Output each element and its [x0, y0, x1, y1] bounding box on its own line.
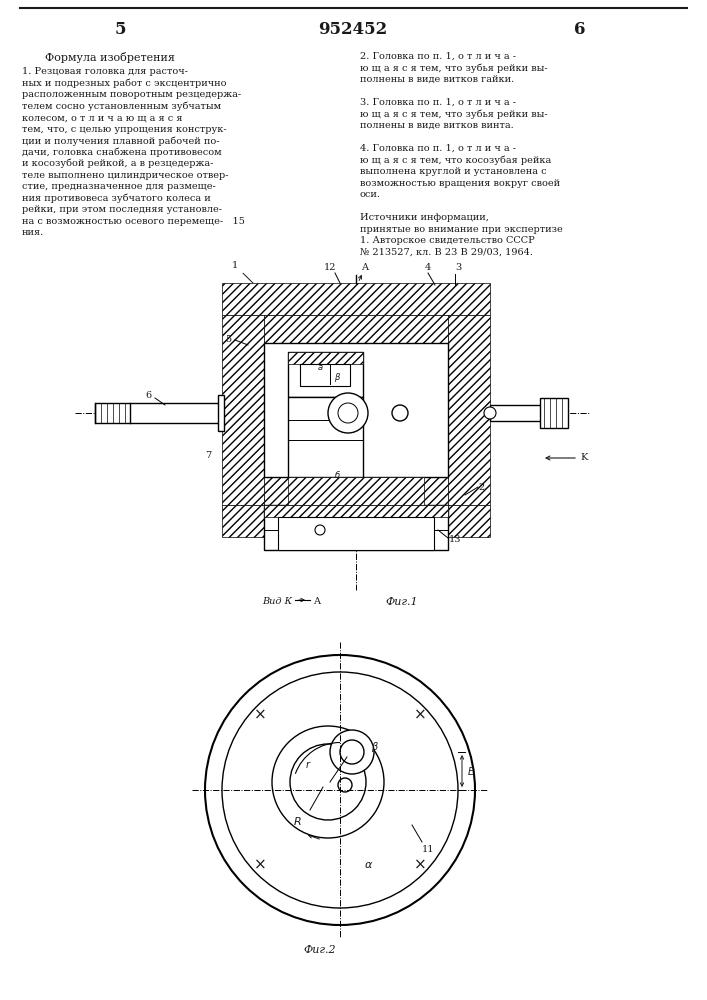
Text: ю щ а я с я тем, что зубья рейки вы-: ю щ а я с я тем, что зубья рейки вы-: [360, 109, 548, 119]
Circle shape: [272, 726, 384, 838]
Circle shape: [328, 393, 368, 433]
Text: б: б: [334, 471, 339, 480]
Circle shape: [340, 740, 364, 764]
Bar: [288, 352, 363, 397]
Text: r: r: [306, 760, 310, 770]
Text: оси.: оси.: [360, 190, 381, 199]
Text: Вид К: Вид К: [262, 597, 292, 606]
Bar: [264, 505, 448, 550]
Text: а: а: [318, 363, 323, 372]
Text: стие, предназначенное для размеще-: стие, предназначенное для размеще-: [22, 182, 216, 191]
Bar: [264, 343, 448, 477]
Circle shape: [290, 744, 366, 820]
Text: ю щ а я с я тем, что косозубая рейка: ю щ а я с я тем, что косозубая рейка: [360, 155, 551, 165]
Text: расположенным поворотным резцедержа-: расположенным поворотным резцедержа-: [22, 90, 241, 99]
Text: ×: ×: [254, 857, 267, 872]
Text: E: E: [468, 767, 474, 777]
Text: 3. Головка по п. 1, о т л и ч а -: 3. Головка по п. 1, о т л и ч а -: [360, 98, 516, 107]
Bar: [222, 505, 490, 537]
Bar: [300, 364, 350, 386]
Text: A: A: [361, 263, 368, 272]
Bar: [264, 315, 448, 343]
Text: β: β: [334, 373, 339, 382]
Text: 1. Резцовая головка для расточ-: 1. Резцовая головка для расточ-: [22, 67, 188, 76]
Circle shape: [205, 655, 475, 925]
Text: тем, что, с целью упрощения конструк-: тем, что, с целью упрощения конструк-: [22, 124, 227, 133]
Bar: [278, 517, 434, 550]
Text: ции и получения плавной рабочей по-: ции и получения плавной рабочей по-: [22, 136, 219, 145]
Text: колесом, о т л и ч а ю щ а я с я: колесом, о т л и ч а ю щ а я с я: [22, 113, 182, 122]
Text: β: β: [371, 742, 377, 752]
Bar: [222, 283, 490, 315]
Text: рейки, при этом последняя установле-: рейки, при этом последняя установле-: [22, 205, 222, 214]
Text: ю щ а я с я тем, что зубья рейки вы-: ю щ а я с я тем, что зубья рейки вы-: [360, 64, 548, 73]
Bar: [264, 505, 448, 517]
Text: R: R: [294, 817, 302, 827]
Bar: [288, 477, 424, 505]
Text: № 213527, кл. В 23 В 29/03, 1964.: № 213527, кл. В 23 В 29/03, 1964.: [360, 247, 533, 256]
Text: полнены в виде витков винта.: полнены в виде витков винта.: [360, 121, 514, 130]
Text: возможностью вращения вокруг своей: возможностью вращения вокруг своей: [360, 178, 560, 188]
Bar: [540, 398, 568, 428]
Circle shape: [315, 525, 325, 535]
Text: 2: 2: [479, 483, 485, 491]
Text: 7: 7: [205, 450, 211, 460]
Text: дачи, головка снабжена противовесом: дачи, головка снабжена противовесом: [22, 147, 221, 157]
Text: телем сосно установленным зубчатым: телем сосно установленным зубчатым: [22, 102, 221, 111]
Text: 4. Головка по п. 1, о т л и ч а -: 4. Головка по п. 1, о т л и ч а -: [360, 144, 516, 153]
Text: ния противовеса зубчатого колеса и: ния противовеса зубчатого колеса и: [22, 194, 211, 203]
Text: 6: 6: [574, 21, 586, 38]
Text: 5: 5: [225, 336, 231, 344]
Text: ×: ×: [414, 857, 426, 872]
Text: принятые во внимание при экспертизе: принятые во внимание при экспертизе: [360, 225, 563, 233]
Text: 13: 13: [449, 536, 461, 544]
Text: и косозубой рейкой, а в резцедержа-: и косозубой рейкой, а в резцедержа-: [22, 159, 214, 168]
Circle shape: [338, 778, 352, 792]
Text: 6: 6: [145, 391, 151, 400]
Bar: [222, 315, 264, 505]
Text: 11: 11: [422, 846, 434, 854]
Text: Источники информации,: Источники информации,: [360, 213, 489, 222]
Text: 12: 12: [324, 263, 337, 272]
Text: 952452: 952452: [318, 21, 387, 38]
Text: ×: ×: [414, 708, 426, 722]
Text: полнены в виде витков гайки.: полнены в виде витков гайки.: [360, 75, 514, 84]
Circle shape: [484, 407, 496, 419]
Text: K: K: [580, 454, 588, 462]
Text: 1: 1: [232, 261, 253, 283]
Text: 1. Авторское свидетельство СССР: 1. Авторское свидетельство СССР: [360, 236, 534, 245]
Text: α: α: [364, 860, 372, 870]
Circle shape: [330, 730, 374, 774]
Bar: [95, 403, 222, 423]
Text: 5: 5: [115, 21, 126, 38]
Text: ×: ×: [254, 708, 267, 722]
Bar: [288, 352, 363, 364]
Text: 2. Головка по п. 1, о т л и ч а -: 2. Головка по п. 1, о т л и ч а -: [360, 52, 516, 61]
Bar: [490, 405, 545, 421]
Circle shape: [392, 405, 408, 421]
Circle shape: [222, 672, 458, 908]
Text: ных и подрезных работ с эксцентрично: ных и подрезных работ с эксцентрично: [22, 79, 226, 88]
Text: теле выполнено цилиндрическое отвер-: теле выполнено цилиндрическое отвер-: [22, 170, 228, 180]
Text: 4: 4: [425, 263, 431, 272]
Circle shape: [338, 403, 358, 423]
Bar: [218, 395, 224, 431]
Text: ния.: ния.: [22, 228, 45, 237]
Text: A: A: [313, 597, 320, 606]
Text: Формула изобретения: Формула изобретения: [45, 52, 175, 63]
Text: Фиг.2: Фиг.2: [304, 945, 337, 955]
Bar: [264, 477, 448, 505]
Bar: [288, 397, 363, 477]
Text: 3: 3: [455, 263, 461, 272]
Text: на с возможностью осевого перемеще-   15: на с возможностью осевого перемеще- 15: [22, 217, 245, 226]
Text: выполнена круглой и установлена с: выполнена круглой и установлена с: [360, 167, 547, 176]
Text: Фиг.1: Фиг.1: [385, 597, 418, 607]
Bar: [448, 315, 490, 505]
